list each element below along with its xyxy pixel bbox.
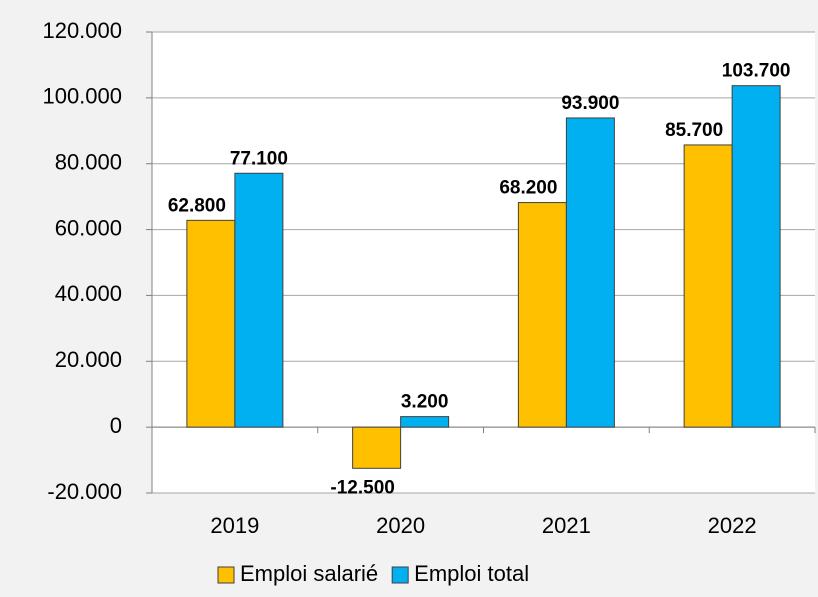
- bar: [186, 219, 236, 428]
- y-tick-label: 0: [110, 413, 122, 438]
- data-label: 3.200: [401, 392, 449, 413]
- legend-swatch: [217, 566, 235, 584]
- x-tick-label: 2019: [210, 513, 259, 538]
- y-tick-label: 60.000: [55, 215, 122, 240]
- y-tick-label: 20.000: [55, 347, 122, 372]
- y-tick-label: 80.000: [55, 150, 122, 175]
- data-label: 93.900: [561, 93, 619, 114]
- bar: [234, 172, 284, 428]
- data-label: 85.700: [665, 120, 723, 141]
- data-label: 62.800: [168, 195, 226, 216]
- legend-swatch: [391, 566, 409, 584]
- data-label: 77.100: [230, 148, 288, 169]
- bar: [565, 117, 615, 428]
- y-tick-label: 120.000: [42, 18, 122, 43]
- data-label: 103.700: [722, 61, 791, 82]
- y-tick-label: 40.000: [55, 281, 122, 306]
- bar: [731, 85, 781, 428]
- data-label: 68.200: [499, 178, 557, 199]
- bar: [352, 426, 402, 469]
- bar: [517, 202, 567, 428]
- bar: [683, 144, 733, 428]
- x-tick-label: 2022: [708, 513, 757, 538]
- data-label: -12.500: [330, 477, 394, 498]
- legend-label: Emploi total: [414, 561, 529, 586]
- legend-label: Emploi salarié: [240, 561, 378, 586]
- y-tick-label: 100.000: [42, 84, 122, 109]
- x-tick-label: 2020: [376, 513, 425, 538]
- x-tick-label: 2021: [542, 513, 591, 538]
- y-tick-label: -20.000: [47, 479, 122, 504]
- bar: [400, 416, 450, 428]
